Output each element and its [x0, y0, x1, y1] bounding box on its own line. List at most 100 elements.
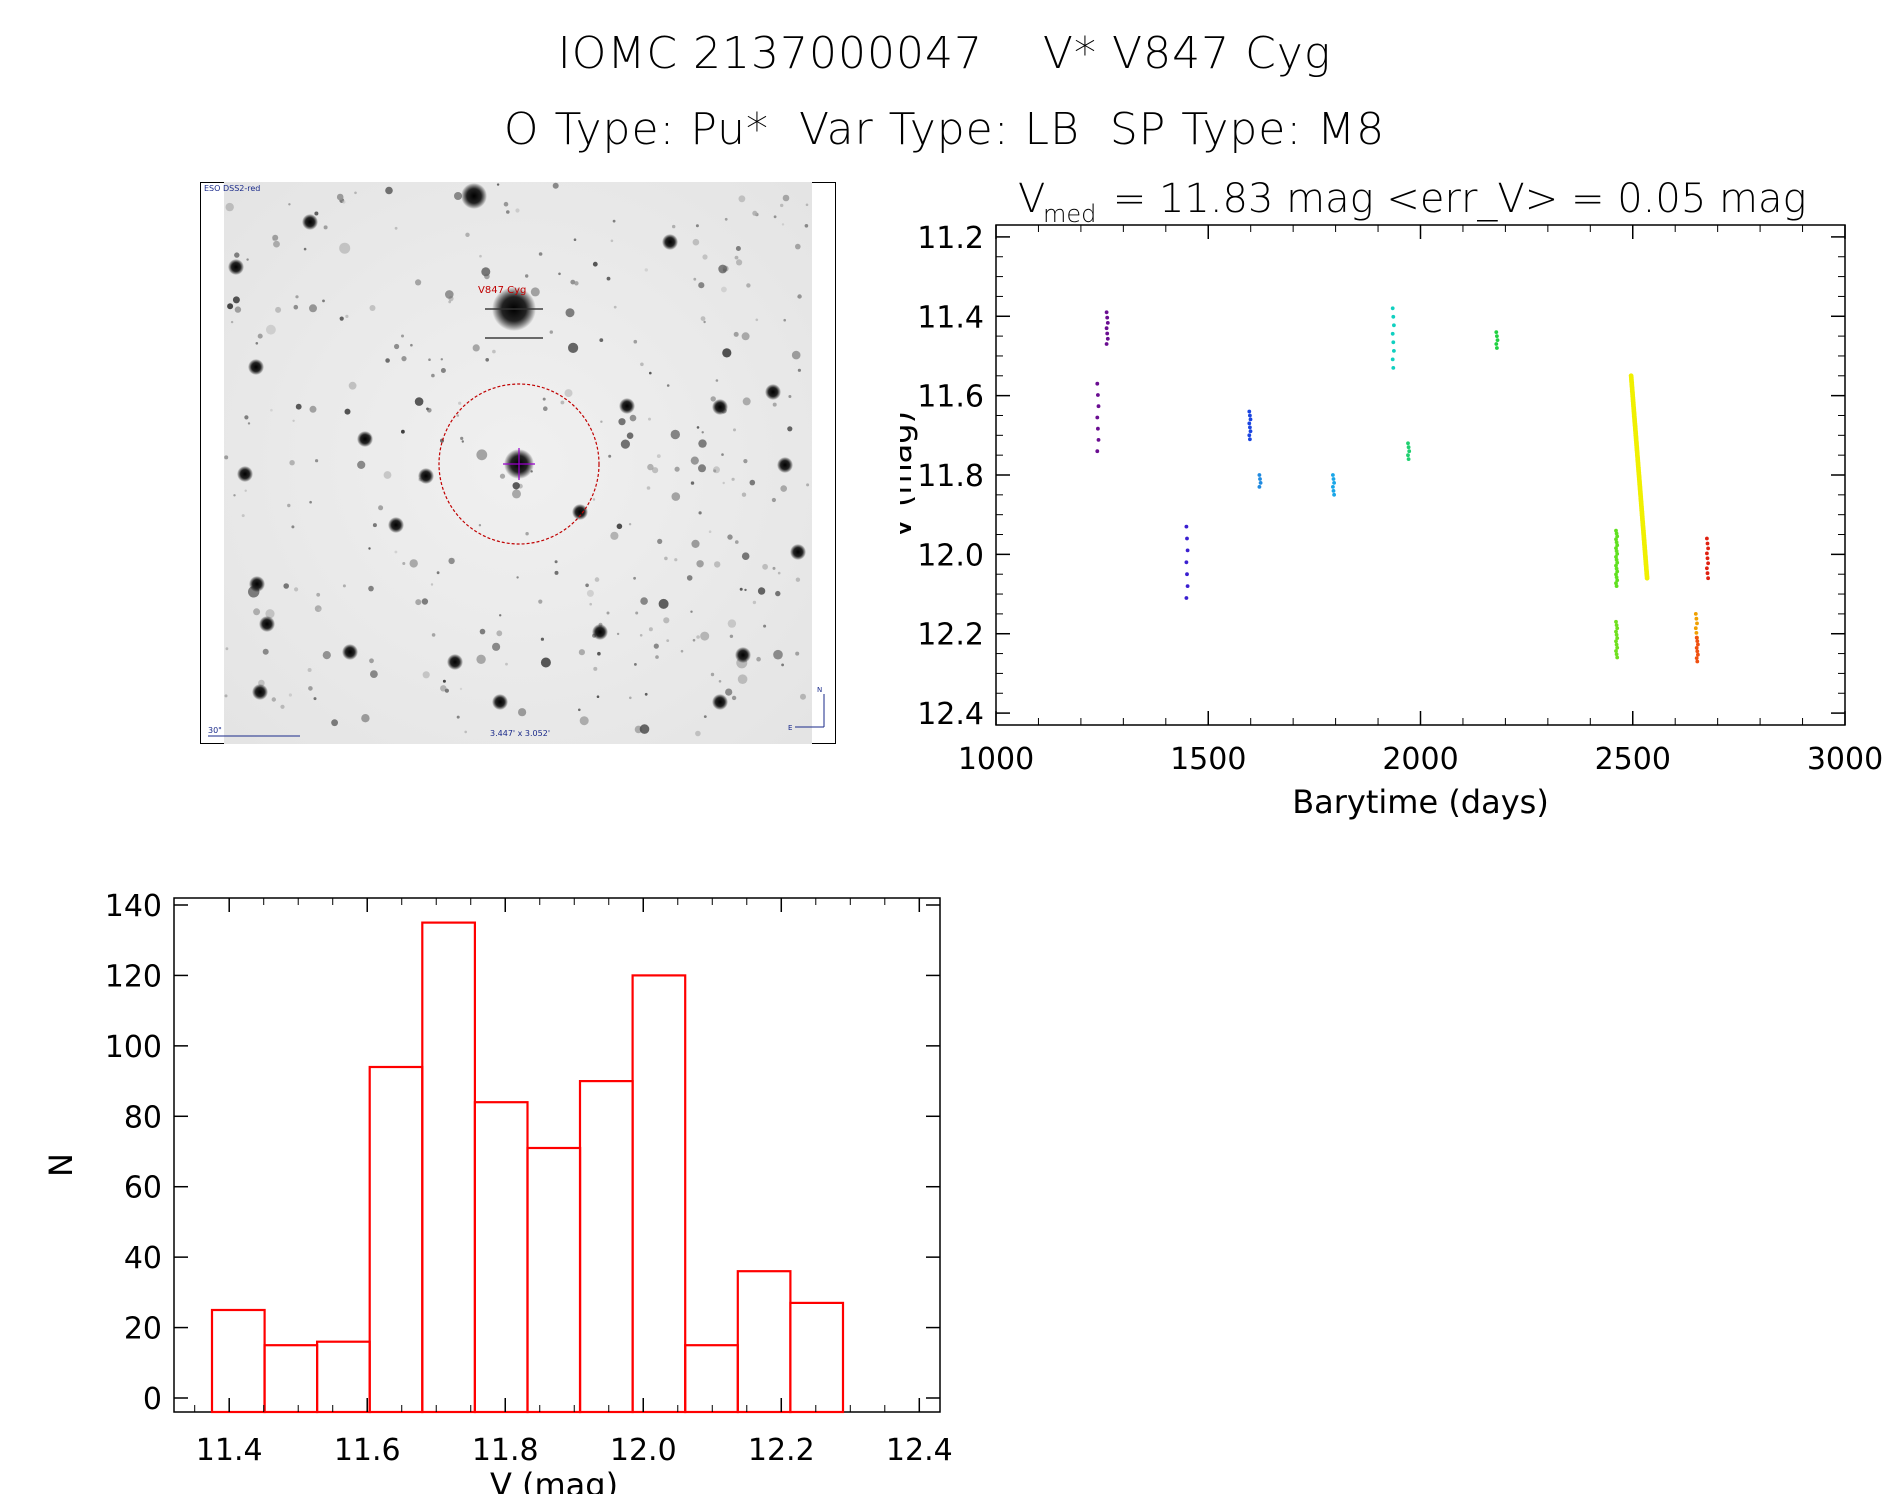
- field-star: [283, 583, 289, 589]
- x-tick-label: 12.4: [886, 1433, 953, 1468]
- field-star: [718, 680, 722, 683]
- field-star: [336, 193, 344, 201]
- data-point: [1705, 556, 1710, 561]
- data-point: [1104, 326, 1109, 331]
- field-star: [564, 389, 573, 398]
- data-point: [1495, 346, 1499, 350]
- field-star: [698, 439, 707, 448]
- field-star: [448, 300, 452, 304]
- field-star: [368, 585, 374, 592]
- field-star: [626, 432, 634, 439]
- field-star: [554, 560, 558, 564]
- field-star: [287, 503, 291, 508]
- compass-east-label: E: [788, 724, 792, 732]
- field-star: [378, 505, 384, 511]
- field-star: [743, 459, 748, 464]
- field-star: [230, 320, 234, 324]
- data-point: [1104, 342, 1109, 346]
- y-tick-label: 11.6: [917, 380, 984, 415]
- field-star: [543, 406, 548, 411]
- bright-star: [302, 214, 318, 230]
- field-star: [357, 460, 366, 469]
- y-tick-label: 140: [105, 889, 162, 924]
- data-point: [1615, 578, 1620, 583]
- data-point: [1095, 415, 1100, 420]
- data-point: [1615, 569, 1620, 574]
- data-point: [1495, 334, 1499, 338]
- field-star: [734, 255, 739, 260]
- field-star: [592, 498, 596, 501]
- y-tick-label: 120: [105, 959, 162, 994]
- data-point: [1614, 639, 1618, 644]
- data-point: [1257, 485, 1262, 489]
- field-star: [315, 459, 319, 463]
- field-star: [648, 627, 653, 632]
- bright-star: [237, 466, 253, 482]
- data-point: [1694, 616, 1699, 621]
- data-point: [1614, 549, 1619, 553]
- data-point: [1096, 438, 1101, 442]
- data-point: [1614, 581, 1618, 586]
- field-star: [318, 608, 321, 611]
- field-star: [476, 654, 486, 664]
- field-star: [415, 599, 422, 606]
- histogram-bars: [210, 921, 845, 1414]
- histogram-bar: [526, 1146, 582, 1414]
- field-star: [271, 697, 276, 702]
- data-point: [1332, 481, 1336, 485]
- field-star: [431, 373, 435, 378]
- field-star: [693, 277, 697, 281]
- bright-star: [418, 468, 434, 484]
- field-star: [492, 349, 496, 354]
- field-star: [715, 379, 719, 382]
- histogram-plot-frame: [173, 897, 941, 1413]
- field-star: [456, 414, 460, 417]
- target-cross: [503, 448, 535, 480]
- light-curve-x-ticks: 1000 1500 2000 2500 3000: [958, 225, 1883, 777]
- field-star: [394, 343, 400, 350]
- field-star: [752, 210, 758, 216]
- data-point: [1391, 314, 1396, 319]
- field-star: [354, 191, 357, 195]
- field-star: [700, 316, 706, 321]
- data-point: [1248, 429, 1253, 434]
- data-point: [1696, 652, 1700, 657]
- x-tick-label: 11.8: [472, 1433, 539, 1468]
- field-star: [589, 602, 592, 606]
- y-tick-label: 60: [124, 1171, 162, 1206]
- data-point: [1248, 425, 1252, 430]
- field-star: [629, 696, 632, 700]
- light-curve-title-main: V: [1018, 176, 1045, 222]
- field-star: [454, 192, 462, 200]
- field-star: [656, 454, 661, 458]
- field-star: [701, 431, 704, 434]
- field-star: [647, 463, 654, 471]
- bright-star: [712, 399, 728, 415]
- field-star: [369, 658, 374, 664]
- field-star: [735, 540, 739, 544]
- histogram-y-label: N: [42, 1153, 80, 1177]
- field-star: [444, 688, 449, 693]
- field-star: [361, 714, 370, 723]
- data-point: [1185, 572, 1189, 577]
- field-star: [262, 648, 269, 655]
- field-star: [670, 429, 680, 440]
- field-star: [440, 368, 446, 373]
- field-star: [552, 182, 559, 189]
- field-star: [246, 258, 249, 261]
- data-point: [1247, 421, 1252, 426]
- field-star: [549, 330, 553, 334]
- field-star: [339, 316, 344, 321]
- data-point: [1406, 445, 1411, 450]
- data-point: [1614, 649, 1618, 653]
- field-star: [503, 201, 509, 207]
- field-star: [644, 692, 648, 696]
- data-point: [1706, 576, 1710, 581]
- field-star: [640, 597, 648, 605]
- data-point: [1644, 575, 1650, 581]
- x-tick-label: 2500: [1595, 742, 1671, 777]
- field-star: [727, 619, 737, 628]
- data-point: [1391, 340, 1396, 345]
- field-star: [440, 685, 447, 692]
- field-star: [266, 324, 276, 335]
